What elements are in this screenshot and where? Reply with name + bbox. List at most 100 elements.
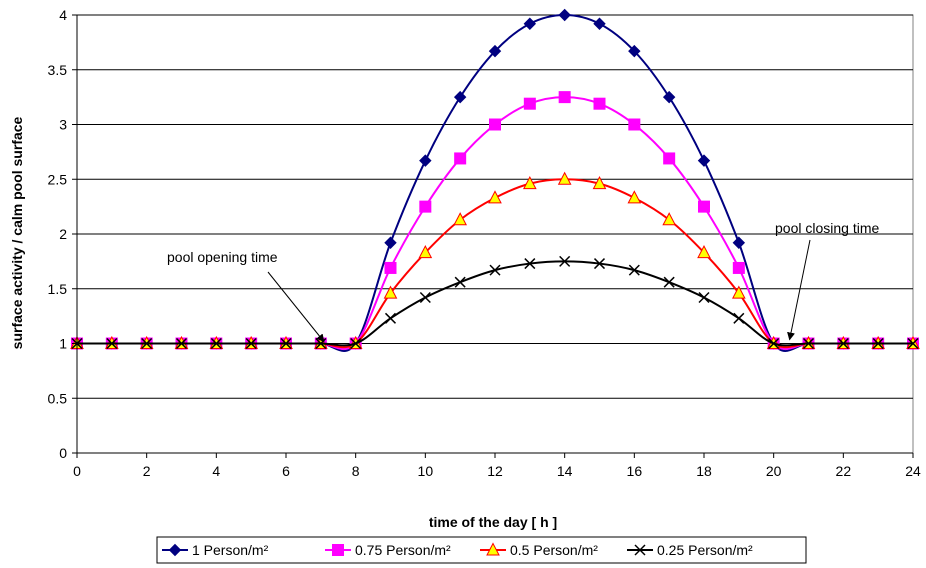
data-point [558, 91, 571, 104]
x-tick-label: 4 [212, 463, 220, 479]
legend-item-1: 1 Person/m² [162, 542, 269, 558]
data-point [837, 337, 849, 350]
data-point [662, 212, 676, 226]
data-point [453, 212, 467, 226]
data-point [454, 152, 467, 165]
y-tick-label: 4 [59, 7, 67, 23]
data-point [697, 154, 711, 167]
data-point [384, 312, 397, 324]
annotation-closing-label: pool closing time [775, 220, 879, 236]
data-point [593, 258, 606, 270]
data-point [489, 264, 501, 276]
y-tick-label: 1 [59, 336, 67, 352]
legend-label: 0.25 Person/m² [657, 542, 753, 558]
data-point [698, 200, 710, 213]
data-point [768, 337, 780, 350]
data-point [732, 261, 745, 274]
data-point [280, 337, 292, 350]
data-point [732, 236, 746, 249]
legend-item-4: 0.25 Person/m² [627, 542, 753, 558]
data-point [489, 118, 501, 131]
x-tick-label: 14 [557, 463, 573, 479]
x-tick-label: 0 [73, 463, 81, 479]
legend-marker [168, 543, 182, 557]
data-point [697, 245, 711, 259]
data-point [523, 176, 537, 190]
data-point [524, 258, 536, 270]
data-point [419, 200, 432, 213]
data-point [210, 337, 222, 350]
series-layer [70, 8, 920, 352]
data-point [488, 190, 502, 204]
data-point [872, 337, 884, 350]
data-point [175, 337, 188, 350]
x-tick-label: 20 [766, 463, 782, 479]
data-point [557, 171, 572, 185]
data-point [453, 90, 467, 104]
data-point [628, 44, 641, 58]
y-tick-label: 2.5 [48, 171, 68, 187]
data-point [523, 97, 536, 110]
x-tick-label: 18 [696, 463, 712, 479]
y-tick-label: 2 [59, 226, 67, 242]
legend: 1 Person/m² 0.75 Person/m² 0.5 Person/m² 0.… [156, 536, 807, 564]
legend-marker [486, 542, 500, 556]
x-axis: 0 2 4 6 8 10 12 14 16 18 20 22 24 [73, 452, 921, 479]
data-point [350, 337, 362, 350]
data-point [384, 261, 397, 274]
data-point [663, 152, 676, 165]
data-point [627, 190, 642, 204]
annotations: pool opening time pool closing time [167, 220, 879, 343]
x-tick-label: 22 [836, 463, 852, 479]
y-tick-label: 1.5 [48, 281, 68, 297]
legend-label: 1 Person/m² [192, 542, 269, 558]
legend-item-3: 0.5 Person/m² [480, 542, 598, 558]
data-point [419, 154, 432, 167]
data-point [559, 255, 571, 267]
data-point [698, 291, 710, 304]
data-point [106, 337, 118, 350]
data-point [558, 8, 571, 22]
data-point [418, 245, 433, 259]
legend-label: 0.75 Person/m² [355, 542, 451, 558]
data-point [628, 118, 641, 131]
data-point [628, 264, 640, 276]
x-tick-label: 16 [627, 463, 643, 479]
data-point [663, 276, 675, 288]
legend-item-2: 0.75 Person/m² [325, 542, 451, 558]
x-tick-label: 10 [418, 463, 434, 479]
data-point [245, 337, 257, 350]
data-point [593, 97, 606, 110]
x-tick-label: 24 [905, 463, 921, 479]
x-tick-label: 8 [352, 463, 360, 479]
plot-area [70, 8, 920, 454]
data-point [523, 17, 537, 30]
y-tick-label: 0 [59, 445, 67, 461]
y-tick-label: 3 [59, 117, 67, 133]
data-point [384, 236, 397, 249]
x-tick-label: 2 [143, 463, 151, 479]
data-point [141, 337, 153, 350]
data-point [592, 176, 607, 190]
data-point [732, 285, 746, 299]
x-axis-title: time of the day [ h ] [429, 514, 557, 530]
data-point [662, 90, 676, 104]
data-point [454, 276, 466, 288]
data-point [488, 44, 502, 58]
data-point [383, 285, 398, 299]
data-point [802, 337, 815, 350]
x-tick-label: 12 [487, 463, 503, 479]
data-point [593, 17, 606, 30]
data-point [907, 337, 919, 350]
annotation-opening-label: pool opening time [167, 249, 278, 265]
y-tick-label: 3.5 [48, 62, 68, 78]
series-4 [71, 255, 919, 350]
legend-marker [634, 544, 646, 556]
annotation-opening-arrow [267, 271, 325, 343]
y-tick-label: 0.5 [48, 390, 68, 406]
y-axis-title: surface activity / calm pool surface [9, 116, 25, 349]
legend-label: 0.5 Person/m² [510, 542, 598, 558]
data-point [733, 312, 745, 324]
x-tick-label: 6 [282, 463, 290, 479]
